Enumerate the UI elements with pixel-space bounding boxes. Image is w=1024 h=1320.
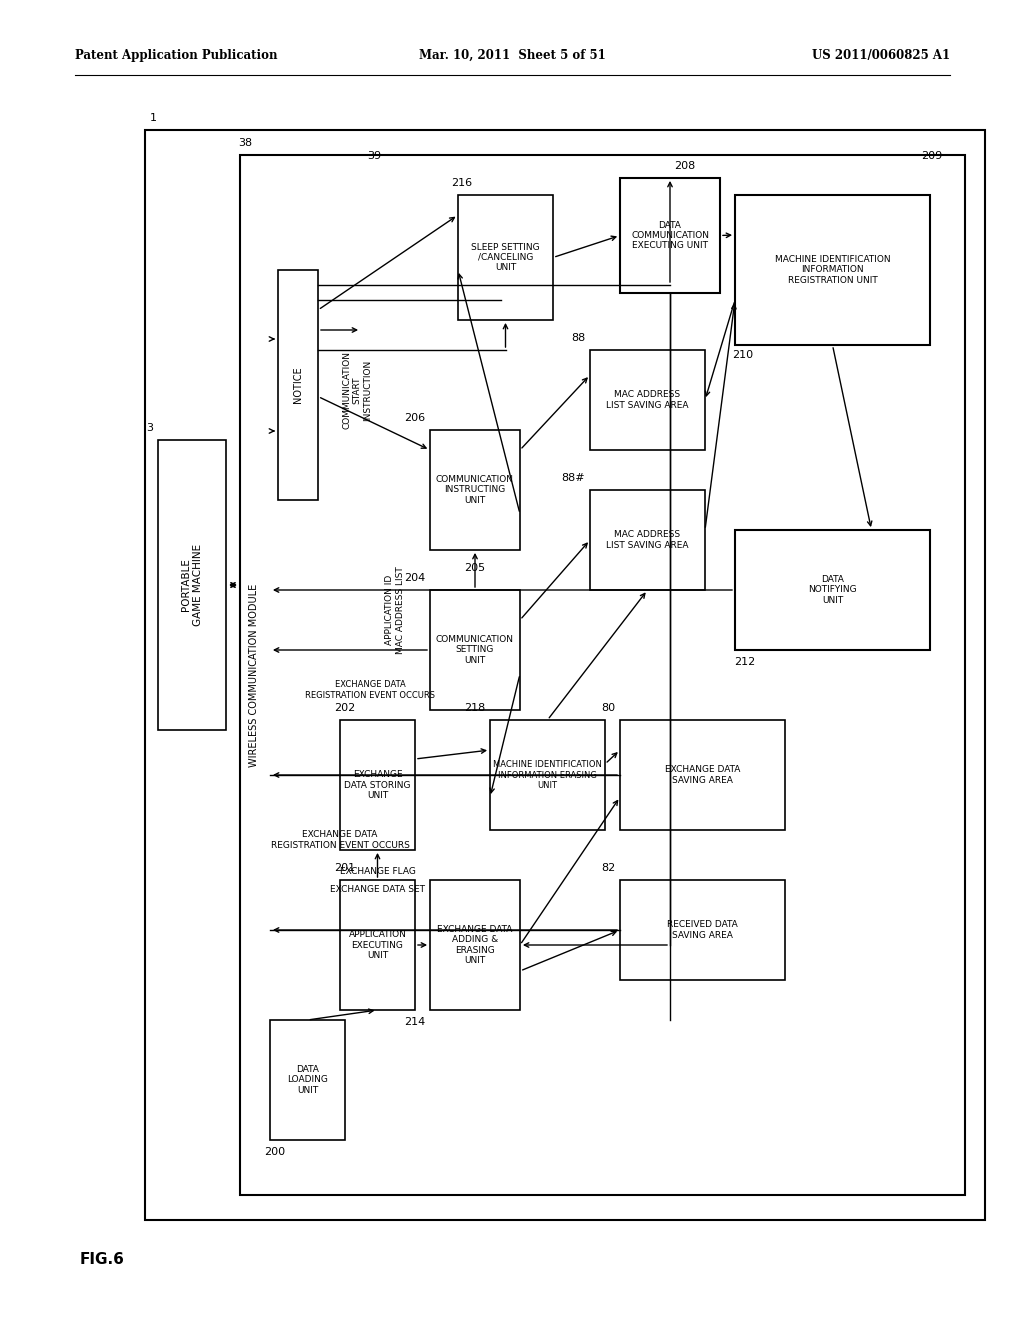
Text: WIRELESS COMMUNICATION MODULE: WIRELESS COMMUNICATION MODULE [249,583,259,767]
Text: MACHINE IDENTIFICATION
INFORMATION ERASING
UNIT: MACHINE IDENTIFICATION INFORMATION ERASI… [494,760,602,789]
Bar [356,168,946,363]
Text: COMMUNICATION
START
INSTRUCTION: COMMUNICATION START INSTRUCTION [342,351,372,429]
Text: EXCHANGE FLAG: EXCHANGE FLAG [340,867,416,876]
Text: 39: 39 [367,150,381,161]
Bar [735,195,930,345]
Text: PORTABLE
GAME MACHINE: PORTABLE GAME MACHINE [181,544,203,626]
Text: Patent Application Publication: Patent Application Publication [75,49,278,62]
Text: RECEIVED DATA
SAVING AREA: RECEIVED DATA SAVING AREA [667,920,738,940]
Text: 88: 88 [570,333,585,343]
Text: EXCHANGE
DATA STORING
UNIT: EXCHANGE DATA STORING UNIT [344,770,411,800]
Bar [325,389,550,789]
Bar [340,880,415,1010]
Text: 80: 80 [601,704,615,713]
Text: FIG.6: FIG.6 [80,1253,125,1267]
Text: 204: 204 [403,573,425,583]
Text: 38: 38 [238,139,252,148]
Text: SLEEP SETTING
/CANCELING
UNIT: SLEEP SETTING /CANCELING UNIT [471,243,540,272]
Text: 88#: 88# [561,473,585,483]
Text: US 2011/0060825 A1: US 2011/0060825 A1 [812,49,950,62]
Text: 202: 202 [335,704,355,713]
Text: NOTICE: NOTICE [293,367,303,404]
Text: EXCHANGE DATA
REGISTRATION EVENT OCCURS: EXCHANGE DATA REGISTRATION EVENT OCCURS [270,830,410,850]
Text: EXCHANGE DATA
ADDING &
ERASING
UNIT: EXCHANGE DATA ADDING & ERASING UNIT [437,925,513,965]
Text: MACHINE IDENTIFICATION
INFORMATION
REGISTRATION UNIT: MACHINE IDENTIFICATION INFORMATION REGIS… [775,255,890,285]
Bar [590,350,705,450]
Text: COMMUNICATION
INSTRUCTING
UNIT: COMMUNICATION INSTRUCTING UNIT [436,475,514,504]
Text: MAC ADDRESS
LIST SAVING AREA: MAC ADDRESS LIST SAVING AREA [606,391,689,409]
Bar [430,880,520,1010]
Text: MAC ADDRESS
LIST SAVING AREA: MAC ADDRESS LIST SAVING AREA [606,531,689,549]
Text: 201: 201 [335,863,355,873]
Text: DATA
NOTIFYING
UNIT: DATA NOTIFYING UNIT [808,576,857,605]
Bar [590,490,705,590]
Bar [575,168,961,517]
Bar [620,719,785,830]
Text: DATA
LOADING
UNIT: DATA LOADING UNIT [287,1065,328,1094]
Bar [240,154,965,1195]
Text: 218: 218 [464,704,485,713]
Bar [620,178,720,293]
Text: EXCHANGE DATA SET: EXCHANGE DATA SET [330,886,425,895]
Bar [430,590,520,710]
Bar [145,129,985,1220]
Bar [270,1020,345,1140]
Text: 212: 212 [734,657,756,667]
Text: APPLICATION ID
MAC ADDRESS LIST: APPLICATION ID MAC ADDRESS LIST [385,566,404,653]
Text: 206: 206 [403,413,425,422]
Text: EXCHANGE DATA
SAVING AREA: EXCHANGE DATA SAVING AREA [665,766,740,784]
Bar [278,271,318,500]
Bar [430,430,520,550]
Text: DATA
COMMUNICATION
EXECUTING UNIT: DATA COMMUNICATION EXECUTING UNIT [631,220,709,251]
Bar [458,195,553,319]
Text: 208: 208 [675,161,695,172]
Bar [158,440,226,730]
Text: 216: 216 [452,178,472,187]
Text: 214: 214 [403,1016,425,1027]
Text: APPLICATION
EXECUTING
UNIT: APPLICATION EXECUTING UNIT [348,931,407,960]
Text: COMMUNICATION
SETTING
UNIT: COMMUNICATION SETTING UNIT [436,635,514,665]
Bar [725,168,950,1068]
Bar [340,719,415,850]
Text: 205: 205 [465,564,485,573]
Text: 1: 1 [150,114,157,123]
Text: Mar. 10, 2011  Sheet 5 of 51: Mar. 10, 2011 Sheet 5 of 51 [419,49,605,62]
Bar [490,719,605,830]
Text: 209: 209 [922,150,943,161]
Text: 3: 3 [146,422,154,433]
Bar [735,531,930,649]
Text: 200: 200 [264,1147,286,1158]
Text: 210: 210 [732,350,754,360]
Text: 82: 82 [601,863,615,873]
Text: EXCHANGE DATA
REGISTRATION EVENT OCCURS: EXCHANGE DATA REGISTRATION EVENT OCCURS [305,680,435,700]
Bar [620,880,785,979]
